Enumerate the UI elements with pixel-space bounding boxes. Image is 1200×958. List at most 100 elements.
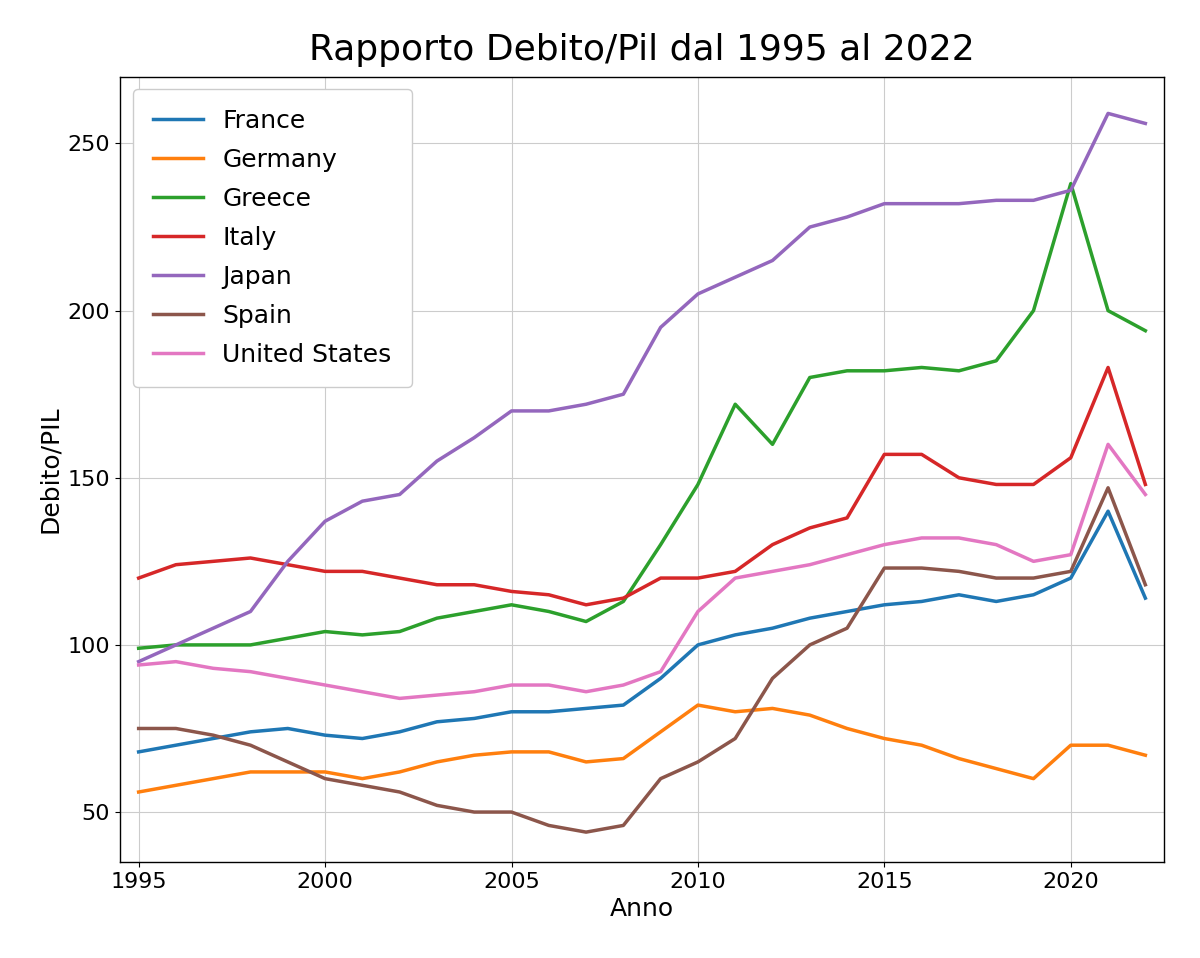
Title: Rapporto Debito/Pil dal 1995 al 2022: Rapporto Debito/Pil dal 1995 al 2022 (310, 33, 974, 67)
Italy (318, 565, 332, 577)
United States (467, 686, 481, 697)
Greece (281, 632, 295, 644)
Italy (952, 472, 966, 484)
Greece (206, 639, 221, 650)
Spain (914, 562, 929, 574)
France (318, 729, 332, 741)
Germany (877, 733, 892, 744)
Line: Italy: Italy (139, 368, 1145, 604)
Spain (355, 780, 370, 791)
Japan (1063, 185, 1078, 196)
Greece (803, 372, 817, 383)
Greece (169, 639, 184, 650)
United States (541, 679, 556, 691)
France (840, 605, 854, 617)
United States (1063, 549, 1078, 560)
Japan (430, 455, 444, 467)
Japan (355, 495, 370, 507)
Spain (467, 807, 481, 818)
France (914, 596, 929, 607)
Line: Greece: Greece (139, 184, 1145, 649)
Greece (1138, 325, 1152, 336)
France (952, 589, 966, 601)
Japan (803, 221, 817, 233)
Italy (504, 585, 518, 597)
Italy (877, 448, 892, 460)
Spain (504, 807, 518, 818)
Italy (1138, 479, 1152, 490)
Japan (1138, 118, 1152, 129)
Spain (281, 756, 295, 767)
United States (840, 549, 854, 560)
France (1100, 506, 1115, 517)
Germany (467, 749, 481, 761)
Spain (1026, 572, 1040, 583)
Italy (467, 579, 481, 590)
Italy (803, 522, 817, 534)
United States (281, 673, 295, 684)
Japan (616, 388, 630, 399)
Japan (467, 432, 481, 444)
Germany (803, 709, 817, 720)
Japan (206, 623, 221, 634)
Germany (1026, 773, 1040, 785)
Germany (766, 702, 780, 714)
Japan (244, 605, 258, 617)
Germany (132, 787, 146, 798)
Greece (691, 479, 706, 490)
Italy (132, 572, 146, 583)
United States (728, 572, 743, 583)
United States (803, 559, 817, 570)
United States (1138, 489, 1152, 500)
Italy (989, 479, 1003, 490)
Germany (541, 746, 556, 758)
Greece (132, 643, 146, 654)
France (578, 702, 593, 714)
Italy (392, 572, 407, 583)
Greece (766, 439, 780, 450)
United States (952, 533, 966, 544)
Japan (578, 399, 593, 410)
Italy (691, 572, 706, 583)
Spain (206, 729, 221, 741)
Spain (803, 639, 817, 650)
Spain (691, 756, 706, 767)
Italy (281, 559, 295, 570)
France (169, 740, 184, 751)
United States (914, 533, 929, 544)
France (206, 733, 221, 744)
Greece (430, 612, 444, 624)
Japan (392, 489, 407, 500)
Spain (654, 773, 668, 785)
Italy (914, 448, 929, 460)
United States (691, 605, 706, 617)
France (132, 746, 146, 758)
Line: United States: United States (139, 445, 1145, 698)
Greece (541, 605, 556, 617)
Line: Japan: Japan (139, 113, 1145, 662)
Japan (1026, 194, 1040, 206)
Germany (914, 740, 929, 751)
Germany (318, 766, 332, 778)
Spain (318, 773, 332, 785)
Italy (840, 513, 854, 524)
Germany (169, 780, 184, 791)
Line: Germany: Germany (139, 705, 1145, 792)
France (803, 612, 817, 624)
Line: France: France (139, 512, 1145, 752)
Greece (1100, 305, 1115, 316)
Japan (132, 656, 146, 668)
Greece (877, 365, 892, 376)
Italy (169, 559, 184, 570)
France (728, 629, 743, 641)
Italy (1026, 479, 1040, 490)
Germany (840, 722, 854, 734)
France (541, 706, 556, 718)
Greece (318, 626, 332, 637)
Germany (430, 756, 444, 767)
France (504, 706, 518, 718)
France (691, 639, 706, 650)
Greece (467, 605, 481, 617)
Germany (355, 773, 370, 785)
Japan (691, 288, 706, 300)
